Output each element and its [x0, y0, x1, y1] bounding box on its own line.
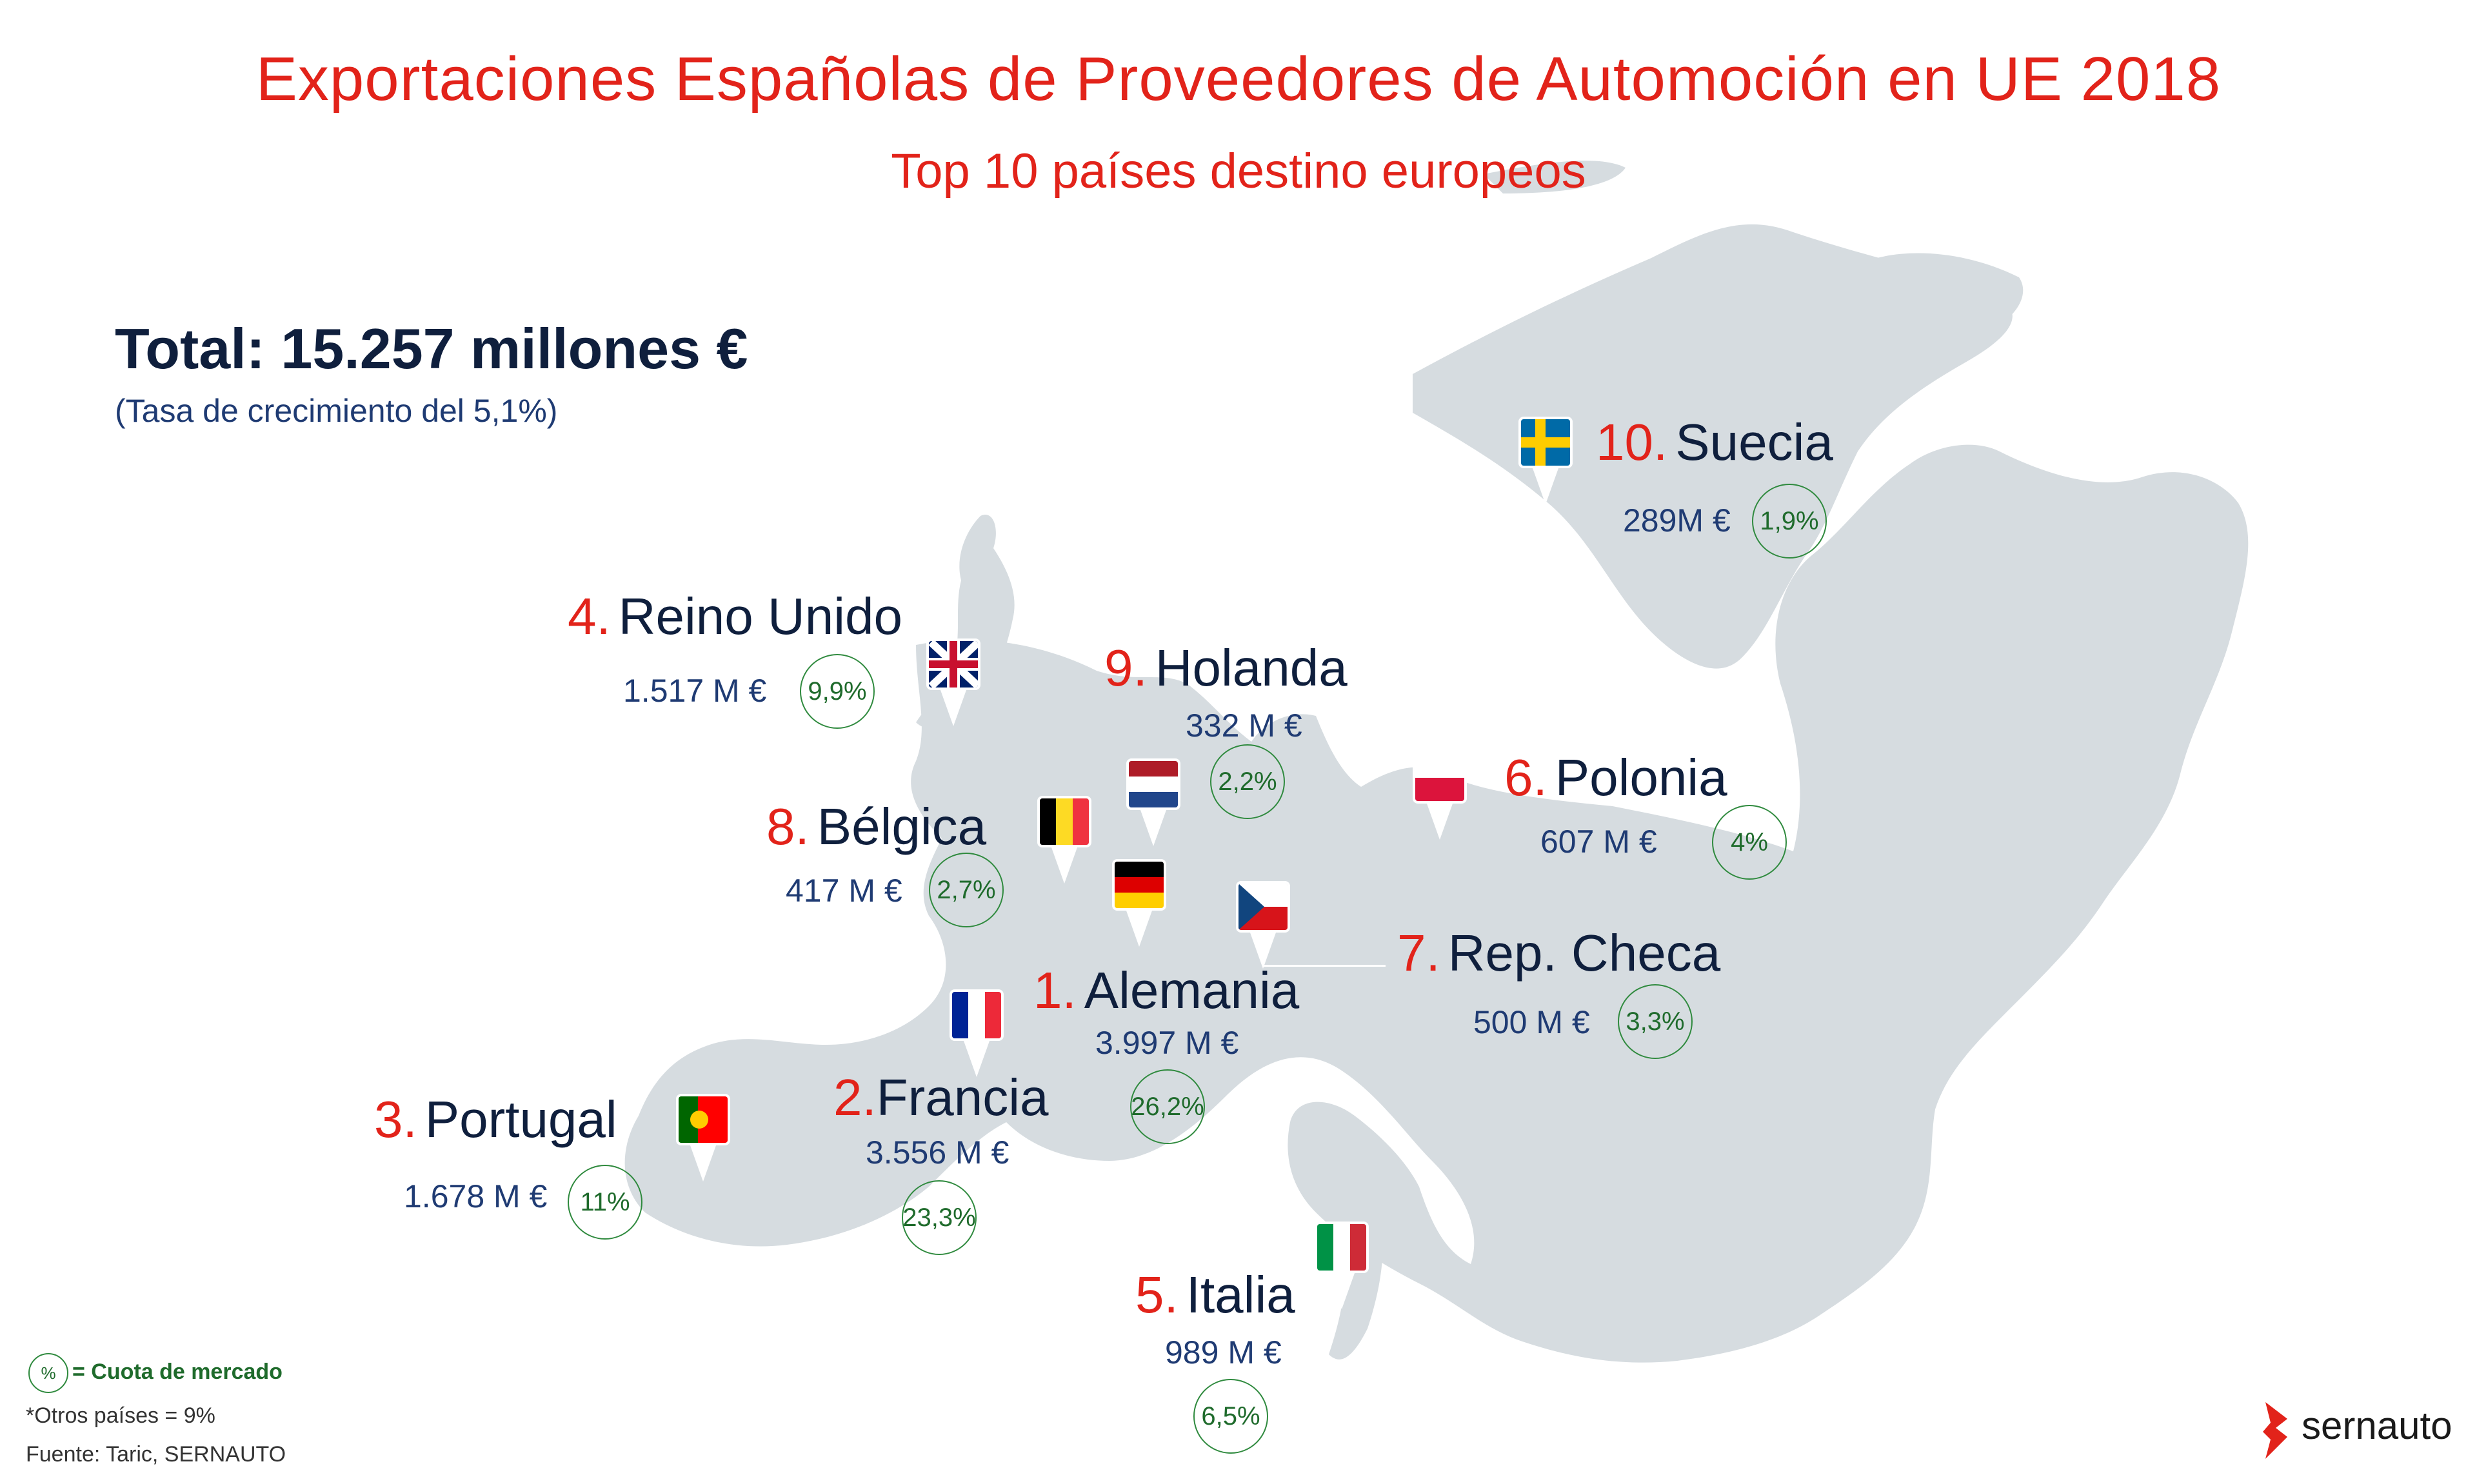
chart-title: Exportaciones Españolas de Proveedores d…: [255, 45, 2222, 114]
country-label: 7. Rep. Checa: [1397, 924, 1721, 982]
germany-flag-icon: [1115, 862, 1164, 908]
others-note: *Otros países = 9%: [26, 1403, 215, 1428]
sweden-flag-icon: [1521, 419, 1570, 466]
map-pin-icon: [1126, 911, 1152, 947]
market-share-badge: 23,3%: [902, 1180, 977, 1255]
map-pin-icon: [1427, 804, 1453, 840]
market-share-badge: 11%: [568, 1165, 642, 1240]
italy-flag-icon: [1317, 1224, 1366, 1271]
country-label: 8. Bélgica: [766, 798, 987, 855]
market-share-badge: 1,9%: [1752, 484, 1827, 559]
map-pin-icon: [690, 1145, 716, 1182]
export-value: 332 M €: [1186, 707, 1302, 744]
total-exports: Total: 15.257 millones €: [115, 317, 748, 381]
export-value: 989 M €: [1165, 1334, 1282, 1370]
market-share-badge: 4%: [1712, 805, 1787, 880]
export-value: 3.997 M €: [1095, 1025, 1239, 1061]
country-label: 1. Alemania: [1033, 962, 1300, 1019]
belgium-flag-icon: [1040, 798, 1089, 845]
export-value: 3.556 M €: [866, 1134, 1010, 1171]
chart-subtitle: Top 10 países destino europeos: [891, 144, 1586, 199]
connector-line: [1263, 965, 1386, 967]
market-share-badge: 6,5%: [1193, 1379, 1268, 1454]
market-share-badge: 26,2%: [1130, 1069, 1205, 1144]
map-pin-icon: [964, 1041, 990, 1077]
netherlands-flag-icon: [1129, 761, 1178, 807]
legend-share-symbol: %: [28, 1353, 68, 1393]
united-kingdom-flag-icon: [929, 641, 978, 688]
export-value: 607 M €: [1540, 824, 1657, 860]
country-label: 9. Holanda: [1104, 639, 1348, 697]
brand-name: sernauto: [2302, 1404, 2452, 1447]
country-label: 4. Reino Unido: [568, 588, 902, 645]
map-pin-icon: [1250, 933, 1276, 969]
sernauto-logo-icon: [2263, 1402, 2287, 1459]
growth-rate: (Tasa de crecimiento del 5,1%): [115, 393, 558, 429]
map-pin-icon: [1533, 468, 1558, 504]
country-label: 10. Suecia: [1596, 413, 1833, 471]
source-note: Fuente: Taric, SERNAUTO: [26, 1442, 286, 1467]
country-label: 2.Francia: [833, 1069, 1049, 1126]
market-share-badge: 2,2%: [1210, 744, 1285, 819]
export-value: 500 M €: [1473, 1004, 1590, 1040]
country-label: 5. Italia: [1135, 1266, 1295, 1323]
france-flag-icon: [952, 992, 1001, 1038]
poland-flag-icon: [1415, 755, 1464, 801]
map-pin-icon: [1329, 1273, 1355, 1309]
market-share-badge: 2,7%: [929, 853, 1004, 927]
map-pin-icon: [1051, 847, 1077, 884]
czech-republic-flag-icon: [1238, 884, 1288, 930]
market-share-badge: 3,3%: [1618, 984, 1693, 1059]
market-share-badge: 9,9%: [800, 654, 875, 729]
country-label: 6. Polonia: [1504, 749, 1727, 806]
country-label: 3. Portugal: [374, 1091, 617, 1148]
legend-label: = Cuota de mercado: [72, 1360, 283, 1384]
portugal-flag-icon: [679, 1096, 728, 1143]
export-value: 1.517 M €: [623, 673, 767, 709]
map-pin-icon: [940, 690, 966, 726]
export-value: 1.678 M €: [404, 1178, 548, 1214]
export-value: 289M €: [1623, 502, 1731, 539]
map-pin-icon: [1140, 810, 1166, 846]
export-value: 417 M €: [786, 873, 902, 909]
